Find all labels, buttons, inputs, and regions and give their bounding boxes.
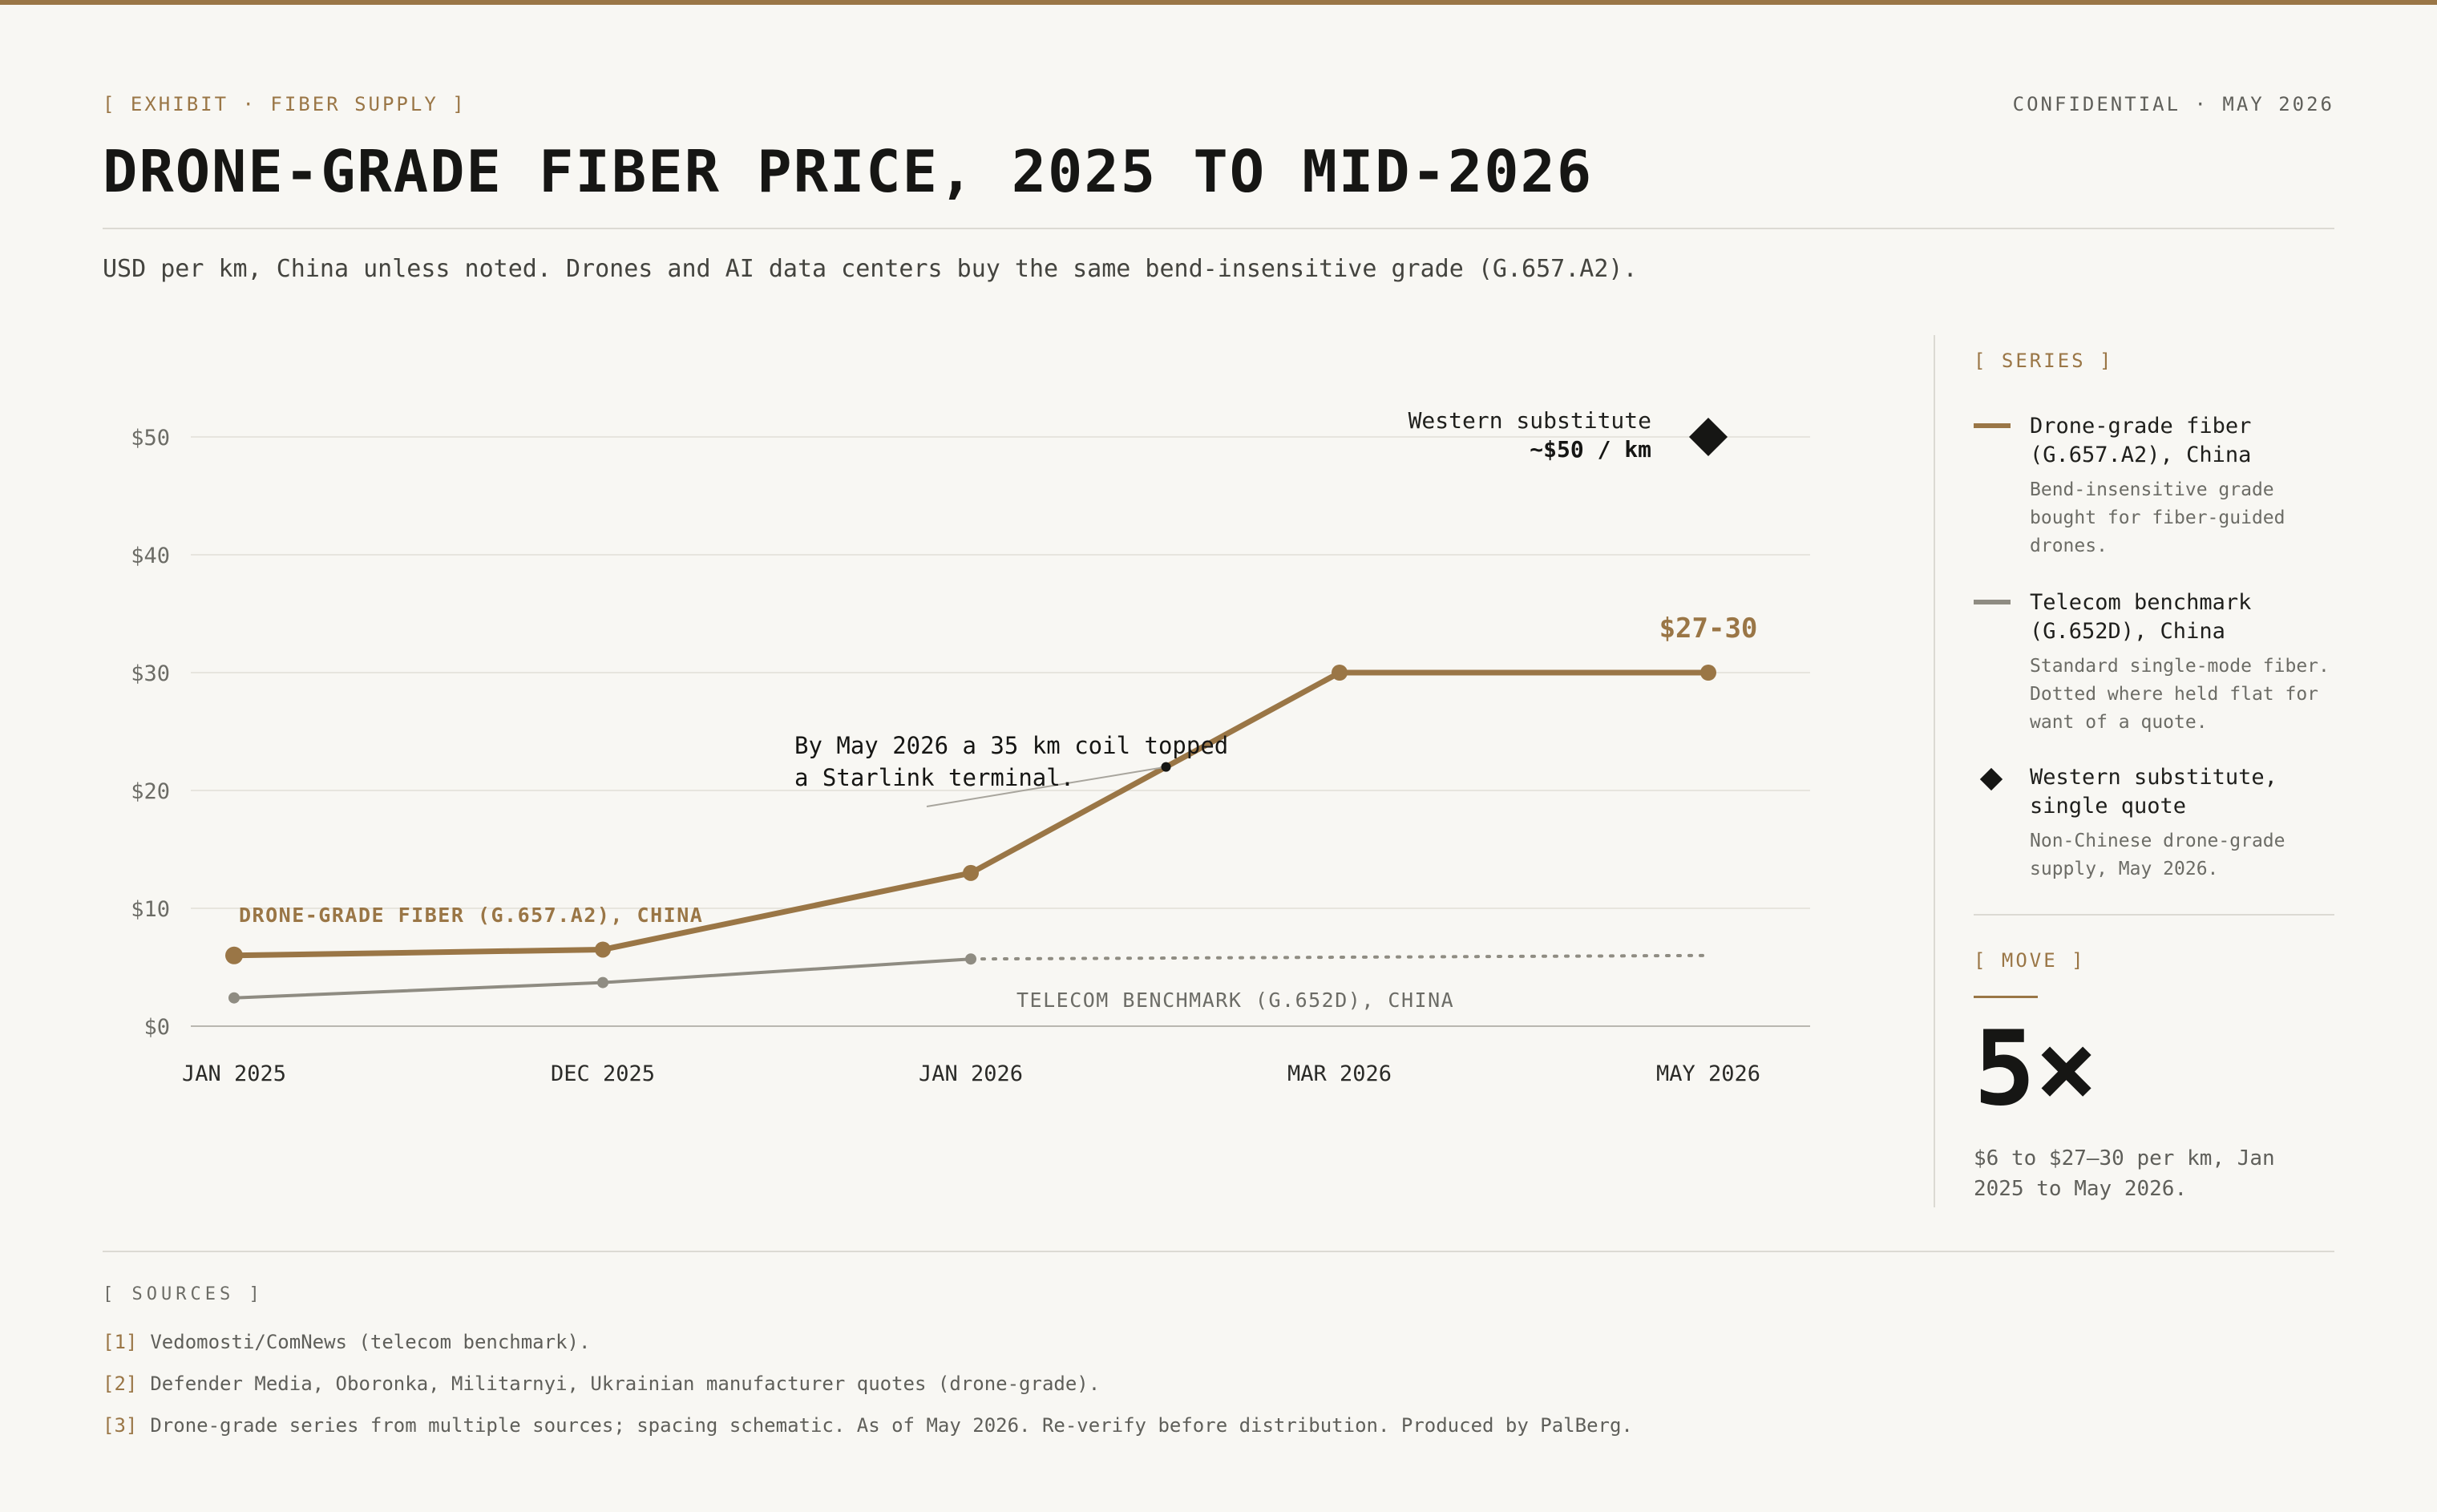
y-tick-label: $50 xyxy=(131,426,170,451)
sources-divider xyxy=(103,1251,2334,1252)
page-subtitle: USD per km, China unless noted. Drones a… xyxy=(103,255,1638,283)
legend-name: Western substitute, single quote xyxy=(2030,765,2277,819)
diamond-icon xyxy=(1979,767,2003,791)
source-text: Drone-grade series from multiple sources… xyxy=(150,1414,1633,1437)
source-number: [3] xyxy=(103,1414,138,1437)
page-title: DRONE-GRADE FIBER PRICE, 2025 TO MID-202… xyxy=(103,138,1594,205)
sidebar-rule xyxy=(1974,914,2334,916)
legend-swatch-drone-grade xyxy=(1974,423,2011,428)
telecom-series-label: TELECOM BENCHMARK (G.652D), CHINA xyxy=(1016,988,1454,1012)
legend-name: Drone-grade fiber (G.657.A2), China xyxy=(2030,414,2252,467)
drone-point xyxy=(225,946,243,964)
starlink-point xyxy=(1161,762,1171,772)
series-heading: [ SERIES ] xyxy=(1974,350,2114,372)
source-text: Defender Media, Oboronka, Militarnyi, Uk… xyxy=(150,1373,1101,1395)
telecom-dotted-line xyxy=(969,953,1710,961)
move-underline xyxy=(1974,996,2038,998)
western-label-line2: ~$50 / km xyxy=(1530,436,1651,463)
source-item: [1] Vedomosti/ComNews (telecom benchmark)… xyxy=(103,1331,590,1353)
move-description: $6 to $27–30 per km, Jan 2025 to May 202… xyxy=(1974,1146,2275,1201)
western-label-line1: Western substitute xyxy=(1408,407,1651,434)
telecom-point xyxy=(228,992,240,1004)
legend-name: Telecom benchmark (G.652D), China xyxy=(2030,590,2252,644)
x-tick-label: JAN 2026 xyxy=(919,1061,1023,1086)
telecom-point xyxy=(965,953,976,965)
y-tick-label: $40 xyxy=(131,544,170,568)
move-heading: [ MOVE ] xyxy=(1974,949,2086,972)
exhibit-kicker: [ EXHIBIT · FIBER SUPPLY ] xyxy=(103,93,467,115)
x-tick-label: DEC 2025 xyxy=(551,1061,655,1086)
x-tick-label: JAN 2025 xyxy=(182,1061,286,1086)
legend-desc: Bend-insensitive grade bought for fiber-… xyxy=(2030,479,2285,556)
top-accent-bar xyxy=(0,0,2437,5)
western-diamond-marker xyxy=(1688,417,1728,457)
drone-series-label: DRONE-GRADE FIBER (G.657.A2), CHINA xyxy=(239,904,703,927)
y-tick-label: $30 xyxy=(131,661,170,686)
confidential-label: CONFIDENTIAL · MAY 2026 xyxy=(2012,93,2334,115)
sidebar: [ SERIES ] Drone-grade fiber (G.657.A2),… xyxy=(1974,350,2334,1201)
drone-point xyxy=(595,941,611,958)
x-tick-label: MAR 2026 xyxy=(1287,1061,1392,1086)
sidebar-divider xyxy=(1934,335,1935,1207)
source-item: [3] Drone-grade series from multiple sour… xyxy=(103,1414,1633,1437)
legend-desc: Non-Chinese drone-grade supply, May 2026… xyxy=(2030,831,2285,879)
legend-desc: Standard single-mode fiber. Dotted where… xyxy=(2030,656,2330,733)
end-value-label: $27-30 xyxy=(1659,612,1758,645)
starlink-note-line2: a Starlink terminal. xyxy=(794,764,1074,791)
drone-point xyxy=(1332,665,1348,681)
title-divider xyxy=(103,228,2334,229)
price-chart: $0 $10 $20 $30 $40 $50 JAN 2025 DEC 2025 JAN 202… xyxy=(131,407,1810,1086)
starlink-leader-line xyxy=(926,766,1166,807)
move-value: 5× xyxy=(1974,1009,2098,1129)
drone-point xyxy=(963,864,979,881)
y-tick-label: $10 xyxy=(131,897,170,922)
y-tick-label: $20 xyxy=(131,779,170,804)
source-number: [1] xyxy=(103,1331,138,1353)
source-number: [2] xyxy=(103,1373,138,1395)
x-tick-label: MAY 2026 xyxy=(1656,1061,1760,1086)
legend-swatch-telecom xyxy=(1974,600,2011,604)
y-tick-label: $0 xyxy=(143,1015,170,1040)
starlink-note-line1: By May 2026 a 35 km coil topped xyxy=(794,732,1228,759)
drone-point xyxy=(1700,665,1716,681)
telecom-point xyxy=(597,976,608,988)
sources-heading: [ SOURCES ] xyxy=(103,1284,264,1304)
source-item: [2] Defender Media, Oboronka, Militarnyi,… xyxy=(103,1373,1100,1395)
source-text: Vedomosti/ComNews (telecom benchmark). xyxy=(150,1331,591,1353)
